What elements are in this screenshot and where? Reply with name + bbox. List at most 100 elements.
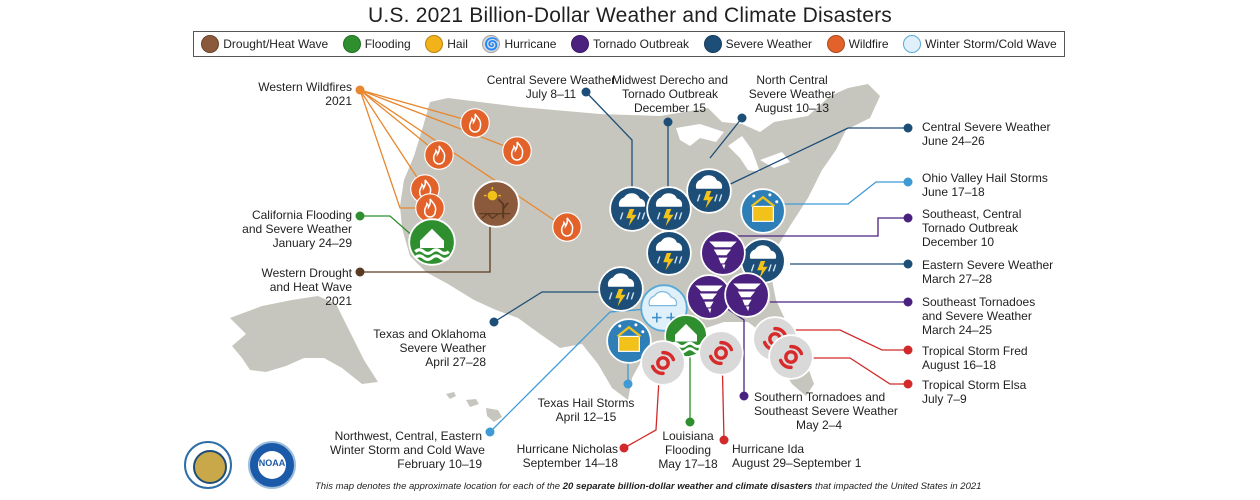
label-southeast-tornadoes: Southeast Tornadoes and Severe Weather M… <box>922 295 1035 337</box>
label-line: March 27–28 <box>922 272 993 286</box>
label-line: North Central <box>756 73 828 87</box>
marker-hurricane <box>768 334 814 380</box>
legend-item-flooding: Flooding <box>342 35 411 53</box>
dot-ca-flood <box>355 211 365 221</box>
marker-tornado <box>700 230 746 276</box>
dot-southern-tornadoes <box>739 391 749 401</box>
label-line: Southeast, Central <box>922 207 1022 221</box>
label-line: June 24–26 <box>922 134 985 148</box>
label-eastern-severe: Eastern Severe Weather March 27–28 <box>922 258 1053 286</box>
label-line: August 10–13 <box>754 101 830 115</box>
winter-storm-icon <box>903 35 922 53</box>
dot-wildfires <box>355 85 365 95</box>
label-line: December 10 <box>922 235 995 249</box>
label-line: August 29–September 1 <box>732 456 862 470</box>
label-line: Midwest Derecho and <box>611 73 729 87</box>
label-texas-hail: Texas Hail Storms April 12–15 <box>524 396 648 424</box>
label-line: April 27–28 <box>425 355 486 369</box>
marker-wildfire <box>502 136 532 166</box>
map-title: U.S. 2021 Billion-Dollar Weather and Cli… <box>368 4 892 27</box>
label-line: Northwest, Central, Eastern <box>334 429 482 443</box>
label-line: August 16–18 <box>922 358 997 372</box>
label-line: and Heat Wave <box>269 280 352 294</box>
label-line: July 8–11 <box>525 87 577 101</box>
legend-label: Hail <box>447 37 468 51</box>
dot-elsa <box>903 379 913 389</box>
dot-tx-ok <box>489 317 499 327</box>
legend-label: Drought/Heat Wave <box>223 37 329 51</box>
footnote-part1: This map denotes the approximate locatio… <box>315 481 563 492</box>
label-western-drought: Western Drought and Heat Wave 2021 <box>236 266 353 308</box>
leader-wildfire-6 <box>359 89 567 229</box>
leader-tx-ok <box>493 291 618 323</box>
label-tropical-storm-fred: Tropical Storm Fred August 16–18 <box>922 344 1028 372</box>
footnote: This map denotes the approximate locatio… <box>315 481 981 492</box>
label-line: Ohio Valley Hail Storms <box>922 171 1048 185</box>
seal-emblem-icon <box>193 450 227 484</box>
label-line: Texas and Oklahoma <box>373 327 486 341</box>
label-central-severe-july: Central Severe Weather July 8–11 <box>486 73 616 101</box>
label-line: Tropical Storm Elsa <box>922 378 1027 392</box>
label-hurricane-ida: Hurricane Ida August 29–September 1 <box>732 442 861 470</box>
legend-label: Severe Weather <box>725 37 813 51</box>
label-line: Louisiana <box>662 429 714 443</box>
label-southern-tornadoes: Southern Tornadoes and Southeast Severe … <box>754 390 898 432</box>
label-line: Tornado Outbreak <box>621 87 719 101</box>
label-line: December 15 <box>633 101 707 115</box>
marker-drought <box>472 180 520 228</box>
label-line: 2021 <box>325 294 352 308</box>
alaska-shape <box>230 296 378 384</box>
label-line: Western Wildfires <box>258 80 352 94</box>
label-midwest-derecho: Midwest Derecho and Tornado Outbreak Dec… <box>608 73 732 115</box>
great-lakes-shape <box>676 124 790 172</box>
label-texas-oklahoma: Texas and Oklahoma Severe Weather April … <box>360 327 486 369</box>
marker-hurricane <box>698 330 744 376</box>
legend-label: Wildfire <box>848 37 889 51</box>
dot-derecho <box>663 117 673 127</box>
marker-tornado <box>724 272 770 318</box>
footnote-part2: that impacted the United States in 2021 <box>812 481 982 492</box>
marker-severe-weather <box>598 266 644 312</box>
leader-elsa <box>790 357 908 385</box>
label-hurricane-nicholas: Hurricane Nicholas September 14–18 <box>504 442 618 470</box>
label-line: May 2–4 <box>795 418 843 432</box>
legend-label: Hurricane <box>504 37 557 51</box>
leader-central-june <box>721 127 908 189</box>
label-line: Severe Weather <box>748 87 836 101</box>
marker-wildfire <box>460 108 490 138</box>
legend-item-wildfire: Wildfire <box>826 35 889 53</box>
marker-wildfire <box>424 140 454 170</box>
dot-fred <box>903 345 913 355</box>
label-line: Tornado Outbreak <box>922 221 1019 235</box>
label-line: April 12–15 <box>555 410 617 424</box>
wildfire-icon <box>826 35 845 53</box>
label-line: Flooding <box>664 443 712 457</box>
label-north-central: North Central Severe Weather August 10–1… <box>740 73 844 115</box>
label-line: March 24–25 <box>922 323 993 337</box>
legend-item-winter-storm: Winter Storm/Cold Wave <box>903 35 1057 53</box>
label-california-flooding: California Flooding and Severe Weather J… <box>236 208 352 250</box>
dot-central-july <box>581 87 591 97</box>
legend-item-tornado: Tornado Outbreak <box>570 35 689 53</box>
label-tropical-storm-elsa: Tropical Storm Elsa July 7–9 <box>922 378 1026 406</box>
label-line: 2021 <box>325 94 352 108</box>
leader-wildfire-1 <box>359 89 475 123</box>
label-line: May 17–18 <box>658 457 718 471</box>
label-line: and Severe Weather <box>922 309 1032 323</box>
noaa-bird-icon <box>258 451 286 479</box>
marker-hurricane <box>640 340 686 386</box>
label-line: Winter Storm and Cold Wave <box>330 443 485 457</box>
label-line: Southern Tornadoes and <box>754 390 886 404</box>
marker-wildfire <box>552 212 582 242</box>
noaa-logo-text: NOAA <box>258 458 286 468</box>
leader-dots <box>355 85 913 453</box>
dot-ohio-hail <box>903 177 913 187</box>
leader-wildfire-3 <box>359 89 516 151</box>
label-line: Central Severe Weather <box>922 120 1051 134</box>
dot-eastern-severe <box>903 259 913 269</box>
legend-label: Flooding <box>364 37 411 51</box>
label-winter-storm: Northwest, Central, Eastern Winter Storm… <box>330 429 485 471</box>
label-line: Texas Hail Storms <box>537 396 635 410</box>
label-line: July 7–9 <box>922 392 967 406</box>
